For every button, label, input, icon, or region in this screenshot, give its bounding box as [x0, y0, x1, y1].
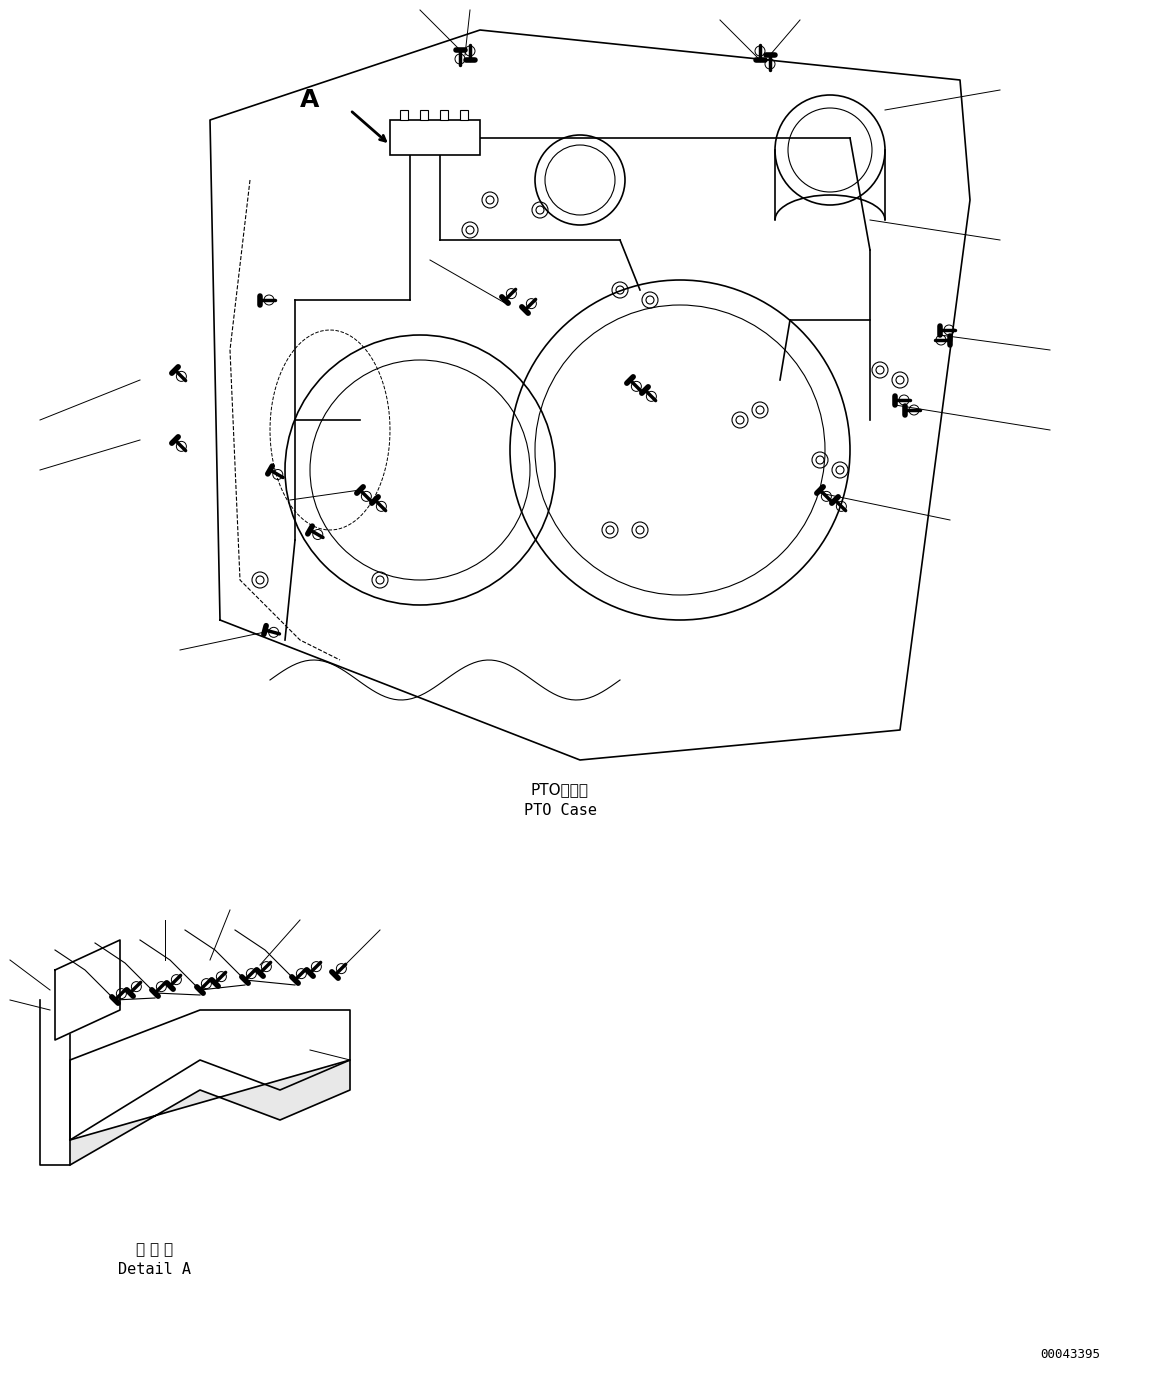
- Bar: [440, 111, 448, 120]
- Bar: [400, 111, 408, 120]
- Polygon shape: [55, 940, 120, 1041]
- Text: A: A: [300, 88, 320, 112]
- Text: PTO Case: PTO Case: [523, 803, 597, 818]
- Polygon shape: [70, 1010, 350, 1140]
- Polygon shape: [70, 1060, 350, 1165]
- Bar: [390, 120, 480, 155]
- Bar: [420, 111, 428, 120]
- Polygon shape: [211, 30, 970, 760]
- Text: Detail A: Detail A: [119, 1263, 192, 1277]
- Text: PTOケース: PTOケース: [531, 782, 588, 797]
- Bar: [461, 111, 468, 120]
- Text: 00043395: 00043395: [1040, 1349, 1100, 1361]
- Text: Ａ 詳 細: Ａ 詳 細: [136, 1242, 173, 1258]
